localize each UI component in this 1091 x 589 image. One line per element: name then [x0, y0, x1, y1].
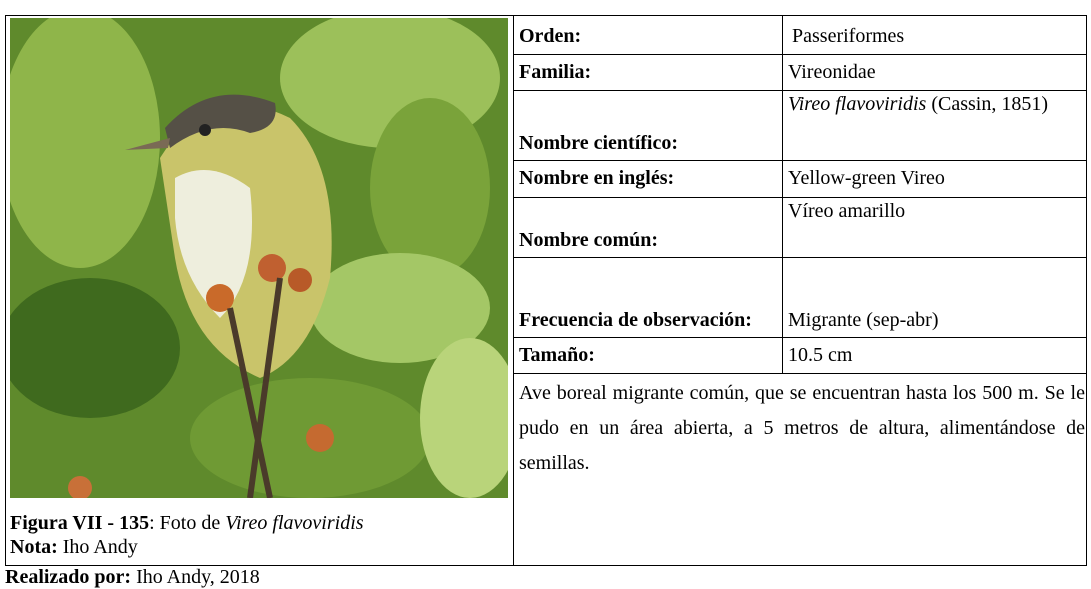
footer-label: Realizado por:	[5, 566, 132, 588]
value: Migrante (sep-abr)	[788, 309, 939, 331]
value: Víreo amarillo	[788, 200, 906, 222]
description: Ave boreal migrante común, que se encuen…	[519, 382, 1085, 474]
value: Passeriformes	[792, 24, 905, 47]
footer-text: Iho Andy, 2018	[131, 566, 260, 588]
label-text: Frecuencia de observación:	[519, 309, 752, 331]
bird-photo	[10, 18, 508, 498]
label: Familia:	[519, 60, 592, 83]
label: Nombre científico:	[519, 132, 679, 154]
note-text: Iho Andy	[57, 536, 138, 558]
frame	[5, 15, 1087, 566]
value: Yellow-green Vireo	[788, 167, 945, 189]
caption: Figura VII - 135: Foto de Vireo flavovir…	[10, 511, 510, 535]
footer: Realizado por: Iho Andy, 2018	[5, 565, 605, 589]
value-italic: Vireo flavoviridis	[788, 93, 927, 115]
label: Orden:	[519, 24, 582, 47]
figure-number: Figura VII - 135	[10, 512, 150, 534]
value: (Cassin, 1851)	[926, 93, 1048, 115]
label: Nombre en inglés:	[519, 167, 675, 189]
note: Nota: Iho Andy	[10, 535, 510, 559]
caption-species: Vireo flavoviridis	[225, 512, 364, 534]
label: Frecuencia de observación:	[513, 257, 782, 337]
value: 10.5 cm	[788, 343, 853, 366]
label: Tamaño:	[519, 343, 595, 366]
label: Nombre común:	[519, 229, 659, 251]
caption-text: : Foto de	[149, 512, 226, 534]
note-label: Nota:	[10, 536, 58, 558]
value: Vireonidae	[788, 60, 876, 83]
value: Vireo flavoviridis (Cassin, 1851)	[782, 90, 1087, 160]
